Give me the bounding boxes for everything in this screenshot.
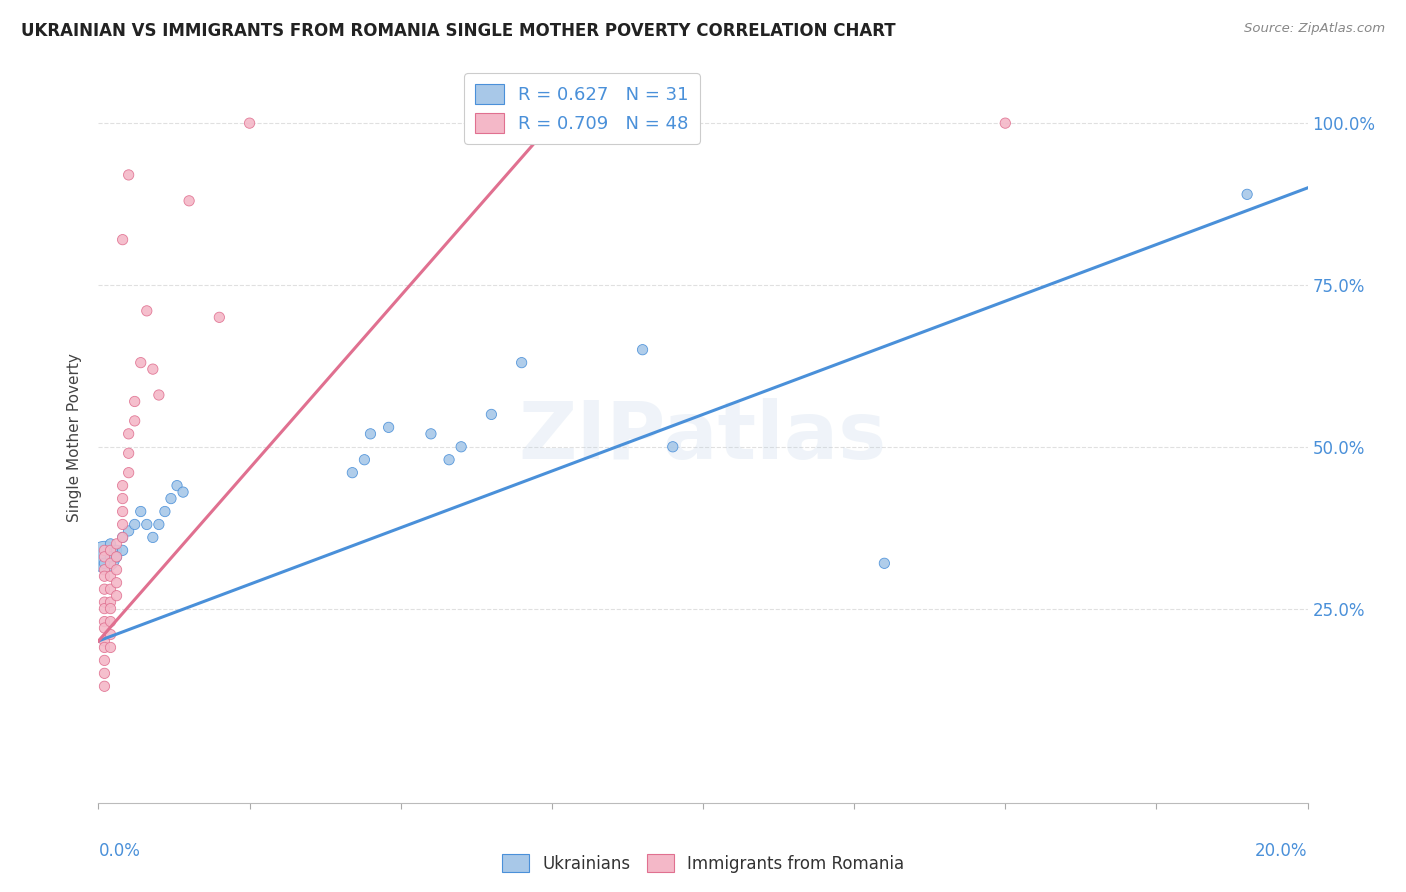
Point bbox=[100, 582, 122, 597]
Point bbox=[135, 303, 157, 318]
Point bbox=[100, 537, 122, 551]
Point bbox=[148, 517, 170, 532]
Point bbox=[93, 615, 115, 629]
Point bbox=[124, 517, 146, 532]
Point bbox=[111, 530, 134, 544]
Point bbox=[510, 356, 533, 370]
Point bbox=[124, 414, 146, 428]
Point bbox=[105, 549, 128, 564]
Text: UKRAINIAN VS IMMIGRANTS FROM ROMANIA SINGLE MOTHER POVERTY CORRELATION CHART: UKRAINIAN VS IMMIGRANTS FROM ROMANIA SIN… bbox=[21, 22, 896, 40]
Point bbox=[342, 466, 364, 480]
Y-axis label: Single Mother Poverty: Single Mother Poverty bbox=[67, 352, 83, 522]
Point bbox=[111, 543, 134, 558]
Point bbox=[100, 615, 122, 629]
Point bbox=[377, 420, 399, 434]
Point bbox=[105, 543, 128, 558]
Point bbox=[118, 524, 141, 538]
Point bbox=[118, 426, 141, 441]
Point bbox=[105, 575, 128, 590]
Point bbox=[135, 517, 157, 532]
Point bbox=[481, 408, 503, 422]
Point bbox=[111, 517, 134, 532]
Point bbox=[631, 343, 654, 357]
Legend: R = 0.627   N = 31, R = 0.709   N = 48: R = 0.627 N = 31, R = 0.709 N = 48 bbox=[464, 73, 700, 144]
Point bbox=[93, 543, 115, 558]
Point bbox=[93, 653, 115, 667]
Point bbox=[93, 640, 115, 655]
Point bbox=[100, 549, 122, 564]
Point bbox=[166, 478, 188, 492]
Point bbox=[994, 116, 1017, 130]
Point bbox=[93, 601, 115, 615]
Point bbox=[93, 679, 115, 693]
Point bbox=[172, 485, 194, 500]
Point bbox=[100, 595, 122, 609]
Point bbox=[661, 440, 683, 454]
Point bbox=[93, 582, 115, 597]
Point bbox=[437, 452, 460, 467]
Point bbox=[93, 595, 115, 609]
Point bbox=[420, 426, 443, 441]
Point bbox=[100, 627, 122, 641]
Point bbox=[450, 440, 472, 454]
Point bbox=[93, 621, 115, 635]
Point bbox=[153, 504, 176, 518]
Point bbox=[148, 388, 170, 402]
Point bbox=[93, 569, 115, 583]
Point bbox=[208, 310, 231, 325]
Point bbox=[360, 426, 382, 441]
Point bbox=[105, 563, 128, 577]
Text: 0.0%: 0.0% bbox=[98, 842, 141, 860]
Point bbox=[111, 530, 134, 544]
Point bbox=[239, 116, 262, 130]
Point bbox=[105, 549, 128, 564]
Point bbox=[93, 634, 115, 648]
Point bbox=[111, 504, 134, 518]
Point bbox=[100, 557, 122, 571]
Point bbox=[118, 446, 141, 460]
Point bbox=[100, 601, 122, 615]
Point bbox=[118, 168, 141, 182]
Point bbox=[93, 549, 115, 564]
Point bbox=[353, 452, 375, 467]
Point bbox=[129, 504, 152, 518]
Point bbox=[105, 537, 128, 551]
Text: 20.0%: 20.0% bbox=[1256, 842, 1308, 860]
Text: Source: ZipAtlas.com: Source: ZipAtlas.com bbox=[1244, 22, 1385, 36]
Point bbox=[93, 563, 115, 577]
Point bbox=[1236, 187, 1258, 202]
Legend: Ukrainians, Immigrants from Romania: Ukrainians, Immigrants from Romania bbox=[495, 847, 911, 880]
Point bbox=[105, 589, 128, 603]
Point bbox=[111, 478, 134, 492]
Point bbox=[142, 362, 165, 376]
Point bbox=[118, 466, 141, 480]
Point bbox=[160, 491, 183, 506]
Point bbox=[129, 356, 152, 370]
Point bbox=[93, 549, 115, 564]
Point bbox=[100, 640, 122, 655]
Point bbox=[111, 233, 134, 247]
Point bbox=[873, 557, 896, 571]
Point bbox=[111, 491, 134, 506]
Point bbox=[142, 530, 165, 544]
Text: ZIPatlas: ZIPatlas bbox=[519, 398, 887, 476]
Point bbox=[179, 194, 201, 208]
Point bbox=[93, 666, 115, 681]
Point bbox=[124, 394, 146, 409]
Point bbox=[100, 543, 122, 558]
Point bbox=[93, 557, 115, 571]
Point bbox=[100, 569, 122, 583]
